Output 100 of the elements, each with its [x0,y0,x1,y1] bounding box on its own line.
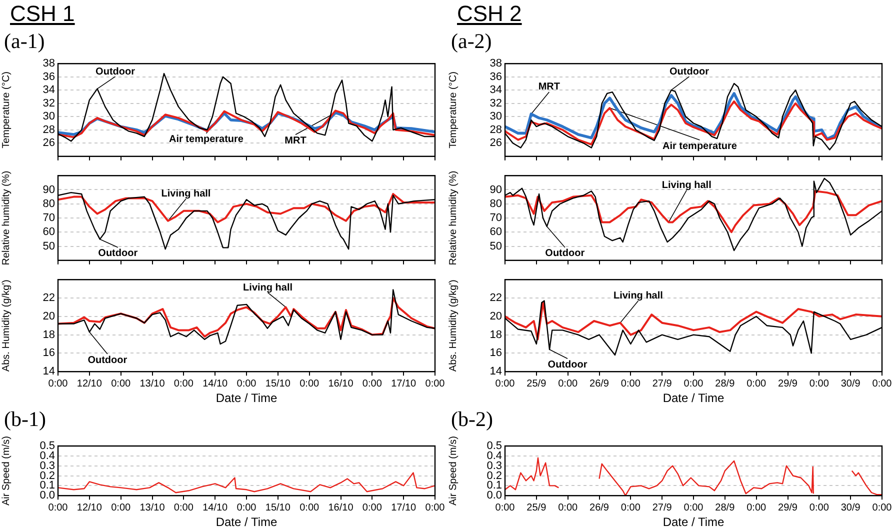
y-tick-label: 22 [490,292,502,304]
x-tick-label: 0:00 [809,378,830,390]
annotation: Air temperature [169,134,244,146]
y-tick-label: 28 [490,124,502,136]
x-tick-label: 0:00 [425,378,446,390]
y-axis-title: Temperature (°C) [0,72,12,148]
y-tick-label: 70 [42,212,55,224]
x-tick-label: 27/9 [652,378,672,390]
x-tick-label: 0:00 [872,502,892,514]
chart-title: (b-2) [450,406,494,432]
annotation: Living hall [662,180,712,191]
chart-subtitle: (a-2) [450,28,493,54]
y-tick-label: 0.3 [40,460,55,472]
x-tick-label: 0:00 [425,502,446,514]
y-tick-label: 0.1 [40,480,55,492]
x-tick-label: 12/10 [76,502,102,514]
y-tick-label: 18 [490,328,502,341]
x-tick-label: 27/9 [652,502,672,514]
y-tick-label: 0.4 [40,450,55,462]
y-axis-title: Relative humidity (%) [448,170,459,266]
x-tick-label: 0:00 [558,502,578,514]
y-tick-label: 22 [42,292,55,304]
y-tick-label: 20 [490,310,502,322]
annotation: Air temperature [662,140,738,152]
x-tick-label: 29/9 [778,378,798,390]
annotation: MRT [538,82,560,93]
y-tick-label: 60 [490,226,502,238]
y-tick-label: 14 [42,366,55,378]
x-tick-label: 0:00 [746,378,766,390]
y-tick-label: 50 [490,240,502,252]
y-tick-label: 0.2 [40,470,55,482]
x-tick-label: 14/10 [202,502,228,514]
y-tick-label: 26 [490,137,502,150]
x-tick-label: 14/10 [202,378,228,390]
x-tick-label: 0:00 [111,378,131,390]
x-tick-label: 0:00 [746,502,766,514]
y-tick-label: 38 [42,58,55,70]
y-tick-label: 32 [490,97,502,110]
y-tick-label: 16 [490,347,502,360]
annotation: Outdoor [98,248,138,260]
x-axis-title: Date / Time [662,515,724,530]
x-tick-label: 0:00 [48,502,68,514]
x-tick-label: 0:00 [495,378,516,390]
x-tick-label: 30/9 [840,502,861,514]
x-tick-label: 26/9 [590,502,610,514]
chart-title: CSH 2 [456,0,523,28]
x-tick-label: 30/9 [840,378,861,390]
y-axis-title: Abs. Humidity (g/kg') [0,280,12,372]
x-tick-label: 0:00 [558,378,578,390]
annotation: Living hall [613,290,664,302]
y-tick-label: 0.2 [486,470,502,482]
y-tick-label: 50 [42,240,55,252]
x-axis-title: Date / Time [216,515,278,530]
chart-title: CSH 1 [9,0,76,28]
y-tick-label: 80 [490,198,502,210]
x-tick-label: 0:00 [620,502,641,514]
x-tick-label: 26/9 [590,378,610,390]
x-tick-label: 0:00 [300,502,320,514]
annotation: Outdoor [670,66,710,78]
y-tick-label: 28 [42,124,55,136]
y-tick-label: 0.0 [40,490,55,502]
x-tick-label: 0:00 [236,502,257,514]
y-axis-title: Temperature (°C) [448,72,459,148]
x-tick-label: 17/10 [391,502,417,514]
chart-title: (b-1) [3,406,47,432]
y-tick-label: 0.1 [486,480,502,492]
y-axis-title: Air Speed (m/s) [448,436,459,506]
y-tick-label: 0.5 [40,440,55,452]
y-tick-label: 30 [490,110,502,123]
annotation: Outdoor [88,354,128,366]
y-axis-title: Relative humidity (%) [0,170,12,266]
annotation: MRT [284,135,306,146]
x-tick-label: 0:00 [48,378,68,390]
y-tick-label: 32 [42,97,55,110]
y-tick-label: 30 [42,110,55,123]
x-tick-label: 0:00 [684,502,704,514]
y-tick-label: 0.4 [486,450,502,462]
y-tick-label: 34 [490,84,502,96]
y-tick-label: 20 [42,310,55,322]
x-tick-label: 17/10 [391,378,417,390]
y-tick-label: 90 [42,184,55,196]
y-tick-label: 60 [42,226,55,238]
x-tick-label: 25/9 [526,378,547,390]
x-tick-label: 0:00 [362,502,382,514]
x-tick-label: 15/10 [265,378,291,390]
y-tick-label: 36 [42,70,55,83]
y-tick-label: 36 [490,70,502,83]
y-tick-label: 80 [42,198,55,210]
x-tick-label: 0:00 [872,378,892,390]
x-tick-label: 0:00 [174,378,194,390]
chart-subtitle: (a-1) [3,28,46,54]
x-tick-label: 0:00 [620,378,641,390]
annotation: Living hall [243,282,293,294]
y-tick-label: 90 [490,184,502,196]
x-tick-label: 16/10 [328,378,354,390]
x-tick-label: 0:00 [174,502,194,514]
x-tick-label: 29/9 [778,502,798,514]
y-tick-label: 16 [42,347,55,360]
y-tick-label: 70 [490,212,502,224]
x-tick-label: 28/9 [715,378,736,390]
